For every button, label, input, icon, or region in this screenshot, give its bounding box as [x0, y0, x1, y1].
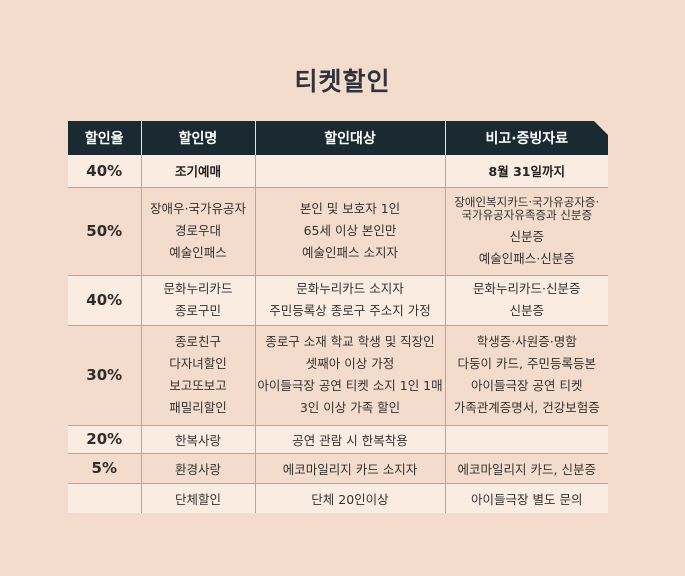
name-line: 종로구민 — [174, 303, 221, 318]
name-cell: 단체할인 — [141, 483, 256, 513]
notes-line: 신분증 — [509, 303, 544, 318]
target-line: 주민등록상 종로구 주소지 가정 — [269, 303, 431, 318]
header-rate: 할인율 — [68, 121, 142, 155]
name-cell: 한복사랑 — [141, 425, 256, 454]
target-cell — [255, 155, 446, 188]
notes-line: 예술인패스·신분증 — [478, 250, 575, 266]
table-row: 5% 환경사랑 에코마일리지 카드 소지자 에코마일리지 카드, 신분증 — [68, 453, 608, 484]
rate-cell: 20% — [68, 425, 142, 454]
header-name: 할인명 — [141, 121, 256, 155]
notes-line: 장애인복지카드·국가유공자증· 국가유공자유족증과 신분증 — [454, 194, 600, 222]
rate-cell: 40% — [68, 275, 142, 326]
table-row: 20% 한복사랑 공연 관람 시 한복착용 — [68, 425, 608, 454]
target-cell: 본인 및 보호자 1인 65세 이상 본인만 예술인패스 소지자 — [255, 187, 446, 276]
target-cell: 문화누리카드 소지자 주민등록상 종로구 주소지 가정 — [255, 275, 446, 326]
target-line: 아이들극장 공연 티켓 소지 1인 1매 — [257, 378, 443, 393]
name-cell: 장애우·국가유공자 경로우대 예술인패스 — [141, 187, 256, 276]
page-title: 티켓할인 — [294, 67, 391, 96]
rate-cell — [68, 483, 142, 513]
name-cell: 환경사랑 — [141, 453, 256, 484]
target-line: 종로구 소재 학교 학생 및 직장인 — [265, 334, 435, 349]
name-line: 다자녀할인 — [169, 356, 227, 371]
notes-line: 문화누리카드·신분증 — [473, 281, 581, 296]
header-notes: 비고·증빙자료 — [445, 121, 608, 155]
name-line: 장애우·국가유공자 — [150, 201, 246, 216]
rate-cell: 50% — [68, 187, 142, 276]
notes-cell — [445, 425, 608, 454]
table-row: 단체할인 단체 20인이상 아이들극장 별도 문의 — [68, 483, 608, 513]
notes-line: 다둥이 카드, 주민등록등본 — [457, 356, 596, 371]
name-line: 패밀리할인 — [169, 400, 227, 415]
rate-cell: 40% — [68, 155, 142, 188]
name-line: 종로친구 — [174, 334, 221, 349]
name-cell: 문화누리카드 종로구민 — [141, 275, 256, 326]
name-line: 예술인패스 — [169, 245, 227, 260]
target-cell: 에코마일리지 카드 소지자 — [255, 453, 446, 484]
notes-line: 아이들극장 공연 티켓 — [471, 378, 583, 393]
notes-cell: 에코마일리지 카드, 신분증 — [445, 453, 608, 484]
name-line: 경로우대 — [174, 223, 221, 238]
table-header-row: 할인율 할인명 할인대상 비고·증빙자료 — [68, 121, 608, 155]
target-cell: 단체 20인이상 — [255, 483, 446, 513]
notes-cell: 아이들극장 별도 문의 — [445, 483, 608, 513]
notes-line: 신분증 — [509, 228, 544, 244]
name-line: 보고또보고 — [169, 378, 227, 393]
header-target: 할인대상 — [255, 121, 446, 155]
notes-cell: 학생증·사원증·명함 다둥이 카드, 주민등록등본 아이들극장 공연 티켓 가족… — [445, 325, 608, 426]
table-row: 40% 조기예매 8월 31일까지 — [68, 155, 608, 188]
notes-line: 가족관계증명서, 건강보험증 — [453, 400, 600, 415]
target-line: 3인 이상 가족 할인 — [299, 400, 401, 415]
notes-cell: 문화누리카드·신분증 신분증 — [445, 275, 608, 326]
table-row: 30% 종로친구 다자녀할인 보고또보고 패밀리할인 종로구 소재 학교 학생 … — [68, 325, 608, 426]
table-row: 40% 문화누리카드 종로구민 문화누리카드 소지자 주민등록상 종로구 주소지… — [68, 275, 608, 326]
target-line: 문화누리카드 소지자 — [296, 281, 404, 296]
rate-cell: 5% — [68, 453, 142, 484]
name-line: 문화누리카드 — [163, 281, 233, 296]
target-line: 셋째아 이상 가정 — [305, 356, 395, 371]
target-line: 본인 및 보호자 1인 — [299, 201, 401, 216]
target-cell: 종로구 소재 학교 학생 및 직장인 셋째아 이상 가정 아이들극장 공연 티켓… — [255, 325, 446, 426]
table-row: 50% 장애우·국가유공자 경로우대 예술인패스 본인 및 보호자 1인 65세… — [68, 187, 608, 276]
notes-cell: 장애인복지카드·국가유공자증· 국가유공자유족증과 신분증 신분증 예술인패스·신… — [445, 187, 608, 276]
notes-line: 학생증·사원증·명함 — [476, 334, 577, 349]
name-cell: 종로친구 다자녀할인 보고또보고 패밀리할인 — [141, 325, 256, 426]
target-cell: 공연 관람 시 한복착용 — [255, 425, 446, 454]
rate-cell: 30% — [68, 325, 142, 426]
target-line: 예술인패스 소지자 — [302, 245, 398, 260]
target-line: 65세 이상 본인만 — [303, 223, 397, 238]
discount-table: 할인율 할인명 할인대상 비고·증빙자료 40% 조기예매 8월 31일까지 5… — [68, 121, 608, 513]
notes-cell: 8월 31일까지 — [445, 155, 608, 188]
name-cell: 조기예매 — [141, 155, 256, 188]
